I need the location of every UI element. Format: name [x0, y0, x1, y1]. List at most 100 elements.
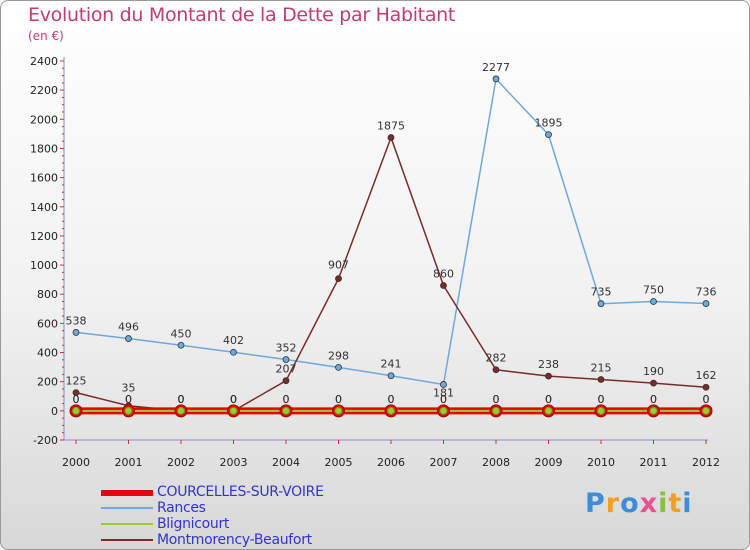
- data-label: 238: [538, 358, 559, 371]
- data-label: 0: [493, 393, 500, 406]
- point-marker: [282, 377, 290, 385]
- data-label: 538: [66, 314, 87, 327]
- chart-subtitle: (en €): [28, 29, 64, 43]
- data-label: 0: [178, 393, 185, 406]
- point-marker: [702, 406, 710, 415]
- y-tick-label: 2000: [30, 113, 58, 126]
- x-tick-label: 2000: [62, 456, 90, 469]
- point-marker: [230, 348, 237, 356]
- x-tick-label: 2012: [692, 456, 720, 469]
- point-marker: [177, 406, 185, 415]
- x-tick-label: 2010: [587, 456, 615, 469]
- y-tick-label: 1000: [30, 259, 58, 272]
- data-label: 450: [171, 327, 192, 340]
- x-tick-label: 2005: [325, 456, 353, 469]
- point-marker: [387, 406, 395, 415]
- y-tick-label: 2200: [30, 84, 58, 97]
- legend-label-courcelles: COURCELLES-SUR-VOIRE: [157, 484, 324, 500]
- data-label: 0: [650, 393, 657, 406]
- point-marker: [649, 406, 658, 415]
- point-marker: [72, 406, 80, 415]
- data-label: 35: [122, 382, 136, 395]
- data-label: 0: [598, 393, 605, 406]
- data-label: 907: [328, 259, 349, 272]
- y-tick-label: 800: [37, 288, 58, 301]
- legend-label-blignicourt: Blignicourt: [157, 516, 230, 532]
- data-label: 735: [591, 286, 612, 299]
- data-label: 0: [440, 393, 447, 406]
- data-label: 0: [178, 393, 185, 406]
- x-tick-label: 2011: [640, 456, 668, 469]
- legend-swatch-courcelles: [101, 490, 153, 496]
- data-label: 2277: [482, 61, 510, 74]
- x-tick-label: 2006: [377, 456, 405, 469]
- data-label: 0: [230, 393, 237, 406]
- legend-swatch-montmorency: [101, 539, 153, 541]
- data-label: 496: [118, 321, 139, 334]
- data-label: 750: [643, 284, 664, 297]
- point-marker: [650, 379, 657, 387]
- point-marker: [544, 406, 553, 415]
- data-label: 0: [335, 393, 342, 406]
- data-label: 0: [388, 393, 395, 406]
- point-marker: [439, 406, 448, 415]
- point-marker: [282, 406, 290, 415]
- point-marker: [597, 406, 605, 415]
- point-marker: [597, 300, 605, 308]
- point-marker: [72, 329, 80, 336]
- y-tick-label: 1800: [30, 142, 58, 155]
- point-marker: [492, 366, 500, 374]
- point-marker: [334, 406, 343, 415]
- data-label: 0: [125, 393, 132, 406]
- data-label: 1875: [377, 120, 405, 133]
- point-marker: [492, 406, 500, 415]
- data-label: 860: [433, 267, 454, 280]
- y-tick-label: 400: [37, 347, 58, 360]
- point-marker: [387, 134, 395, 141]
- y-tick-label: 1400: [30, 201, 58, 214]
- data-label: 0: [230, 393, 237, 406]
- data-label: 0: [703, 393, 710, 406]
- data-label: 162: [696, 369, 717, 382]
- data-label: 0: [545, 393, 552, 406]
- data-label: 0: [73, 393, 80, 406]
- y-tick-label: 1600: [30, 172, 58, 185]
- y-tick-label: 2400: [30, 55, 58, 68]
- legend-swatch-rances: [101, 507, 153, 509]
- data-label: 181: [433, 386, 454, 399]
- point-marker: [702, 383, 710, 391]
- proxiti-logo: Proxiti: [585, 488, 693, 519]
- y-tick-label: 1200: [30, 230, 58, 243]
- point-marker: [492, 75, 500, 83]
- data-label: 0: [703, 393, 710, 406]
- point-marker: [387, 372, 395, 380]
- data-label: 0: [283, 393, 290, 406]
- point-marker: [335, 275, 342, 283]
- point-marker: [597, 376, 605, 383]
- point-marker: [229, 406, 238, 415]
- point-marker: [124, 406, 133, 415]
- data-label: 736: [696, 286, 717, 299]
- point-marker: [650, 298, 657, 305]
- y-tick-label: -200: [33, 434, 58, 447]
- y-tick-label: 600: [37, 317, 58, 330]
- data-label: 0: [125, 393, 132, 406]
- data-label: 282: [486, 352, 507, 365]
- x-tick-label: 2003: [220, 456, 248, 469]
- point-marker: [335, 364, 342, 371]
- y-tick-label: 0: [51, 405, 58, 418]
- data-label: 0: [650, 393, 657, 406]
- data-label: 0: [73, 393, 80, 406]
- data-label: 402: [223, 334, 244, 347]
- legend-swatch-blignicourt: [101, 523, 153, 525]
- data-label: 0: [335, 393, 342, 406]
- x-tick-label: 2001: [115, 456, 143, 469]
- point-marker: [545, 131, 552, 139]
- point-marker: [440, 381, 447, 388]
- data-label: 1895: [535, 117, 563, 130]
- data-label: 190: [643, 365, 664, 378]
- data-label: 241: [381, 358, 402, 371]
- data-label: 0: [545, 393, 552, 406]
- data-label: 0: [283, 393, 290, 406]
